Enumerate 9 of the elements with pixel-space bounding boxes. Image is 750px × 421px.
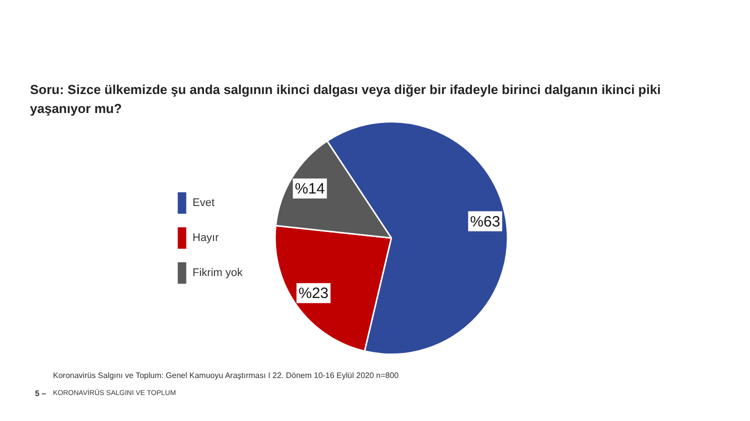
- text: 5 –: [35, 389, 46, 399]
- data-label: %23: [298, 285, 329, 302]
- text: Koronavirüs Salgını ve Toplum: Genel Kamuoyu Araştırması I 22. Dönem 10-16 Eylül 2020 n=800: [53, 371, 399, 381]
- chart-title: Soru: Sizce ülkemizde şu anda salgının ikinci dalgası veya diğer bir ifadeyle birinci dalganın ikinci piki yaşanıyor mu?: [30, 81, 662, 118]
- legend-label: Fikrim yok: [192, 267, 244, 280]
- data-label: %14: [294, 180, 325, 198]
- legend-label: Hayır: [192, 232, 220, 244]
- legend-label: Evet: [192, 197, 215, 210]
- data-label: %63: [470, 213, 500, 230]
